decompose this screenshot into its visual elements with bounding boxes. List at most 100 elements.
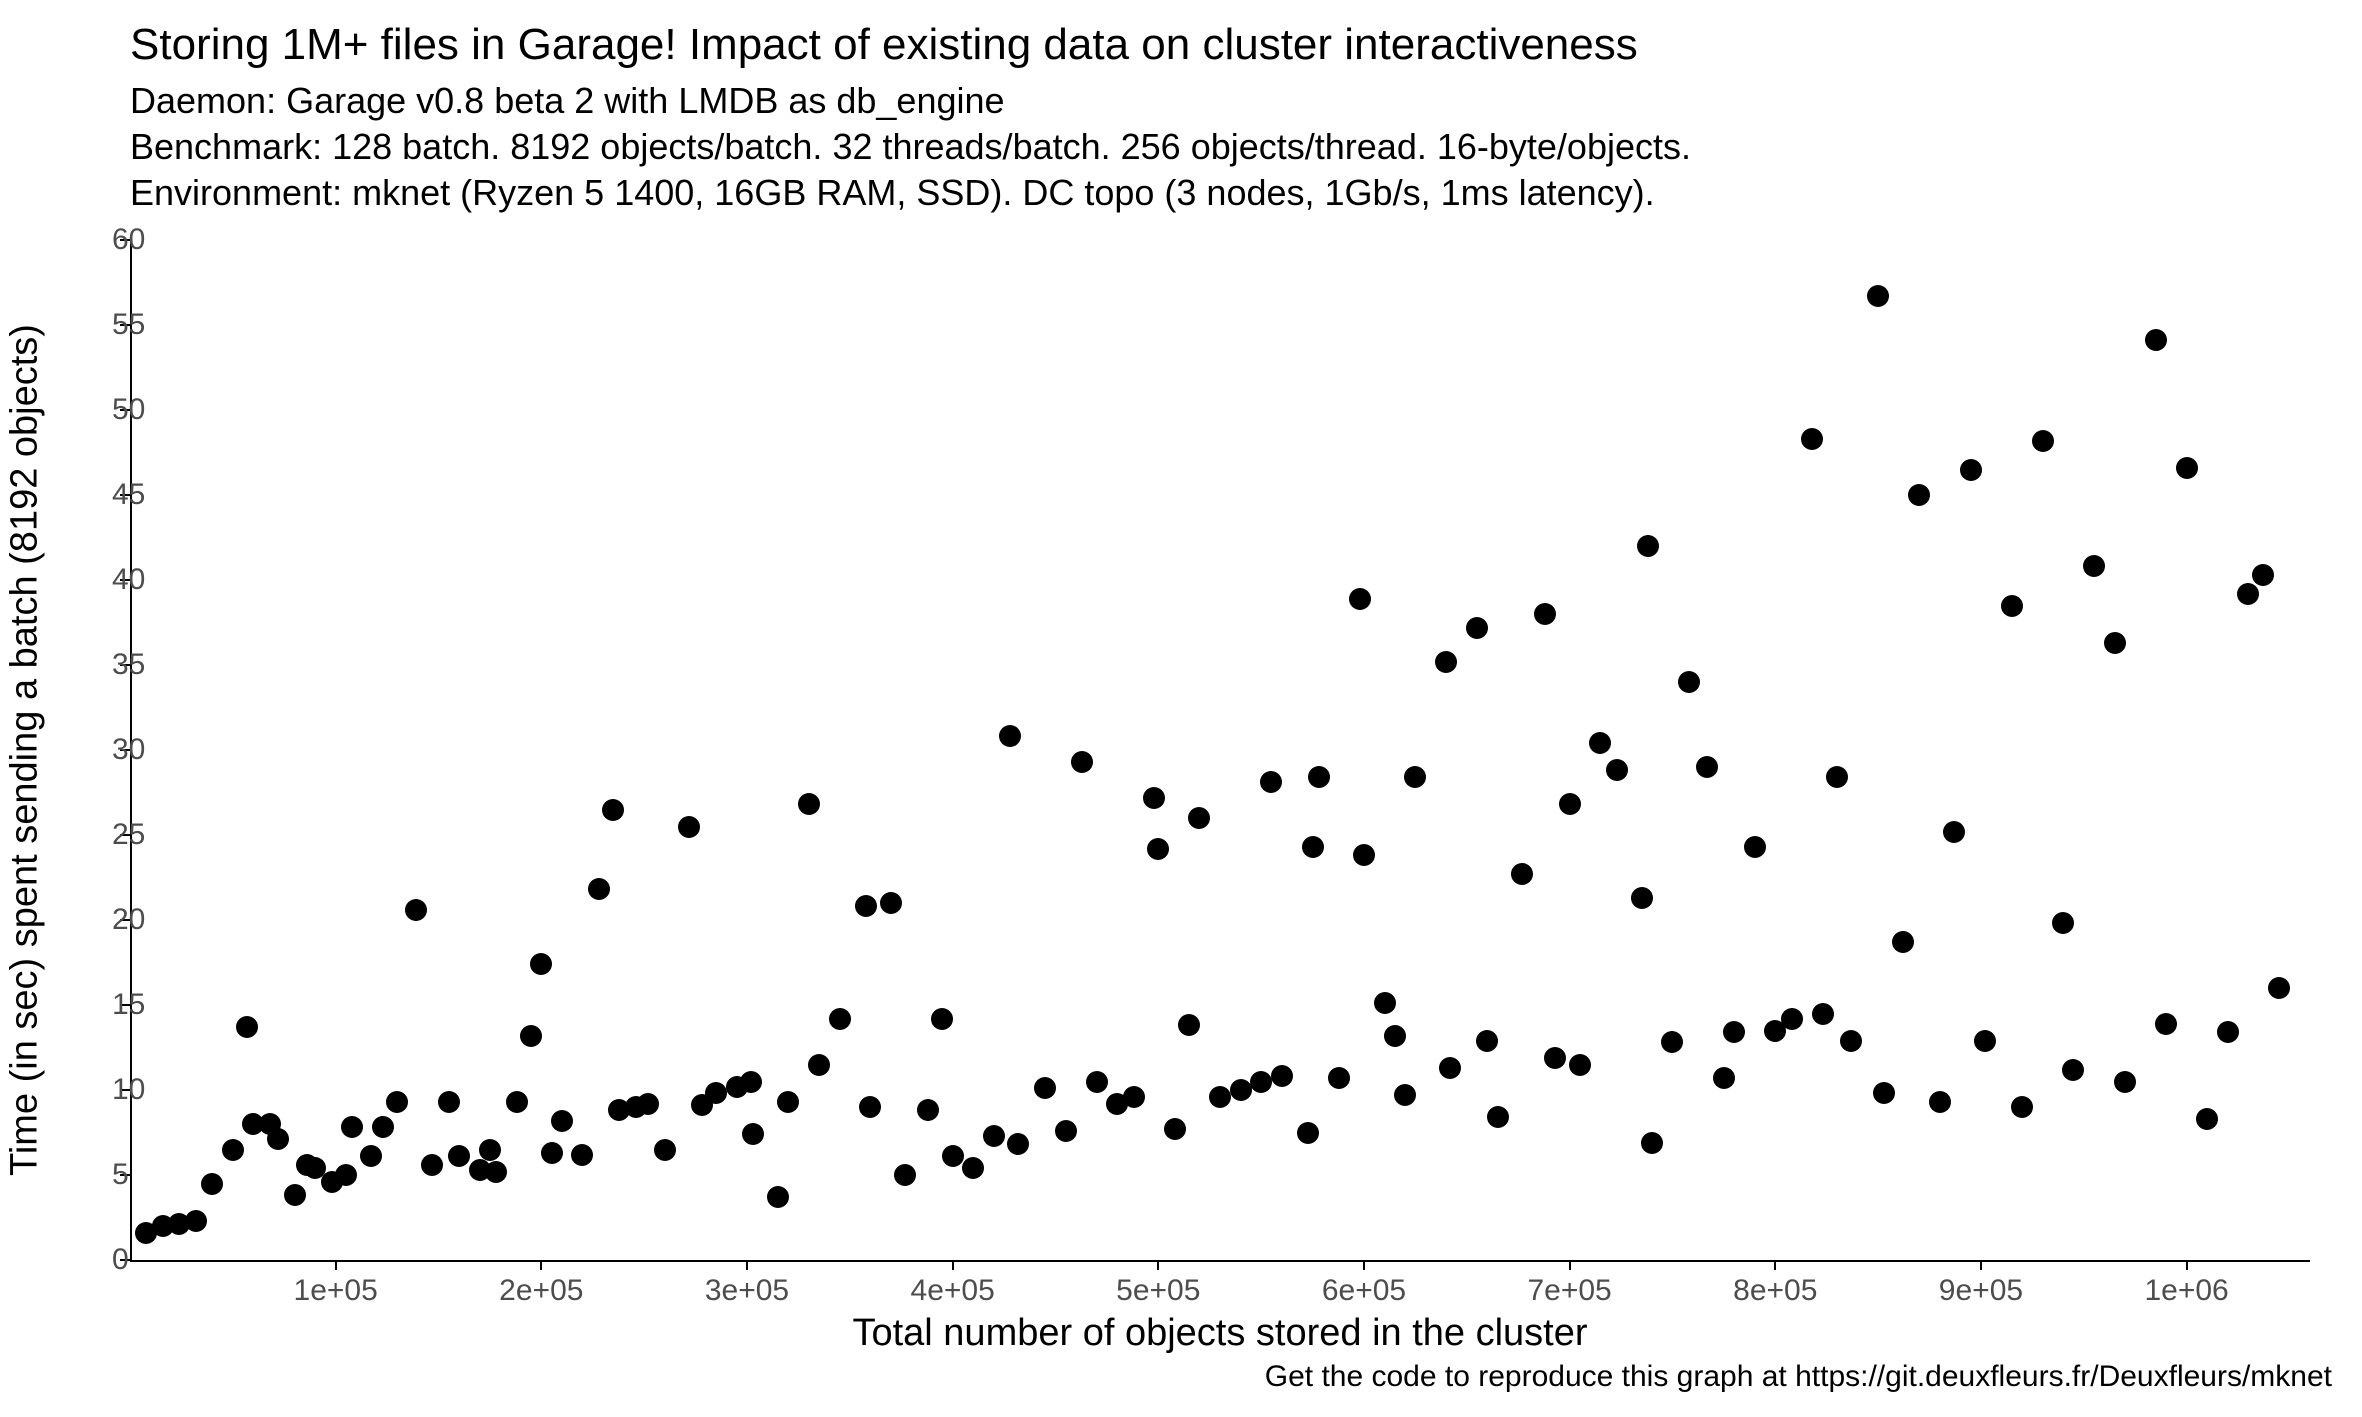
data-point — [2268, 977, 2290, 999]
data-point — [808, 1054, 830, 1076]
data-point — [284, 1184, 306, 1206]
data-point — [2011, 1096, 2033, 1118]
x-tick — [1569, 1260, 1571, 1270]
data-point — [386, 1091, 408, 1113]
data-point — [267, 1128, 289, 1150]
data-point — [1974, 1030, 1996, 1052]
x-tick-label: 8e+05 — [1733, 1274, 1817, 1308]
data-point — [405, 899, 427, 921]
data-point — [2062, 1059, 2084, 1081]
x-tick-label: 1e+06 — [2144, 1274, 2228, 1308]
data-point — [1696, 756, 1718, 778]
data-point — [1476, 1030, 1498, 1052]
data-point — [1209, 1086, 1231, 1108]
figure: Storing 1M+ files in Garage! Impact of e… — [0, 0, 2362, 1417]
data-point — [1164, 1118, 1186, 1140]
y-axis-label: Time (in sec) spent sending a batch (819… — [4, 324, 47, 1176]
data-point — [1271, 1065, 1293, 1087]
data-point — [705, 1082, 727, 1104]
data-point — [360, 1145, 382, 1167]
data-point — [485, 1161, 507, 1183]
chart-subtitle-line-1: Daemon: Garage v0.8 beta 2 with LMDB as … — [130, 80, 1005, 122]
data-point — [1589, 732, 1611, 754]
data-point — [520, 1025, 542, 1047]
data-point — [931, 1008, 953, 1030]
data-point — [1631, 887, 1653, 909]
data-point — [894, 1164, 916, 1186]
data-point — [185, 1210, 207, 1232]
data-point — [829, 1008, 851, 1030]
x-tick — [1980, 1260, 1982, 1270]
data-point — [372, 1116, 394, 1138]
data-point — [1569, 1054, 1591, 1076]
data-point — [855, 895, 877, 917]
data-point — [1230, 1079, 1252, 1101]
data-point — [438, 1091, 460, 1113]
data-point — [2155, 1013, 2177, 1035]
data-point — [1960, 459, 1982, 481]
x-tick-label: 4e+05 — [911, 1274, 995, 1308]
data-point — [236, 1016, 258, 1038]
x-axis-label: Total number of objects stored in the cl… — [852, 1312, 1587, 1355]
data-point — [1812, 1003, 1834, 1025]
data-point — [1892, 931, 1914, 953]
data-point — [341, 1116, 363, 1138]
data-point — [1559, 793, 1581, 815]
x-tick-label: 6e+05 — [1322, 1274, 1406, 1308]
data-point — [1511, 863, 1533, 885]
data-point — [1143, 787, 1165, 809]
x-tick-label: 5e+05 — [1116, 1274, 1200, 1308]
data-point — [1678, 671, 1700, 693]
data-point — [1349, 588, 1371, 610]
x-tick — [1363, 1260, 1365, 1270]
data-point — [1723, 1021, 1745, 1043]
data-point — [201, 1173, 223, 1195]
data-point — [335, 1164, 357, 1186]
data-point — [1071, 751, 1093, 773]
data-point — [222, 1139, 244, 1161]
data-point — [1384, 1025, 1406, 1047]
data-point — [1661, 1031, 1683, 1053]
data-point — [637, 1093, 659, 1115]
data-point — [999, 725, 1021, 747]
data-point — [571, 1144, 593, 1166]
data-point — [777, 1091, 799, 1113]
data-point — [1929, 1091, 1951, 1113]
data-point — [798, 793, 820, 815]
data-point — [742, 1123, 764, 1145]
data-point — [1867, 285, 1889, 307]
data-point — [506, 1091, 528, 1113]
data-point — [1178, 1014, 1200, 1036]
data-point — [2217, 1021, 2239, 1043]
x-tick — [540, 1260, 542, 1270]
chart-subtitle-line-2: Benchmark: 128 batch. 8192 objects/batch… — [130, 126, 1691, 168]
data-point — [2052, 912, 2074, 934]
data-point — [2176, 457, 2198, 479]
data-point — [2032, 430, 2054, 452]
data-point — [1435, 651, 1457, 673]
data-point — [983, 1125, 1005, 1147]
data-point — [551, 1110, 573, 1132]
data-point — [1781, 1008, 1803, 1030]
data-point — [2104, 632, 2126, 654]
data-point — [1394, 1084, 1416, 1106]
data-point — [1641, 1132, 1663, 1154]
data-point — [1801, 428, 1823, 450]
data-point — [1744, 836, 1766, 858]
x-tick-label: 1e+05 — [294, 1274, 378, 1308]
data-point — [479, 1139, 501, 1161]
data-point — [1487, 1106, 1509, 1128]
data-point — [1297, 1122, 1319, 1144]
data-point — [1943, 821, 1965, 843]
plot-area: 0510152025303540455055601e+052e+053e+054… — [130, 240, 2310, 1260]
data-point — [1606, 759, 1628, 781]
data-point — [2083, 555, 2105, 577]
data-point — [1404, 766, 1426, 788]
x-tick — [1157, 1260, 1159, 1270]
chart-caption: Get the code to reproduce this graph at … — [1265, 1360, 2332, 1394]
data-point — [1260, 771, 1282, 793]
data-point — [740, 1071, 762, 1093]
data-point — [1328, 1067, 1350, 1089]
data-point — [880, 892, 902, 914]
data-point — [2196, 1108, 2218, 1130]
